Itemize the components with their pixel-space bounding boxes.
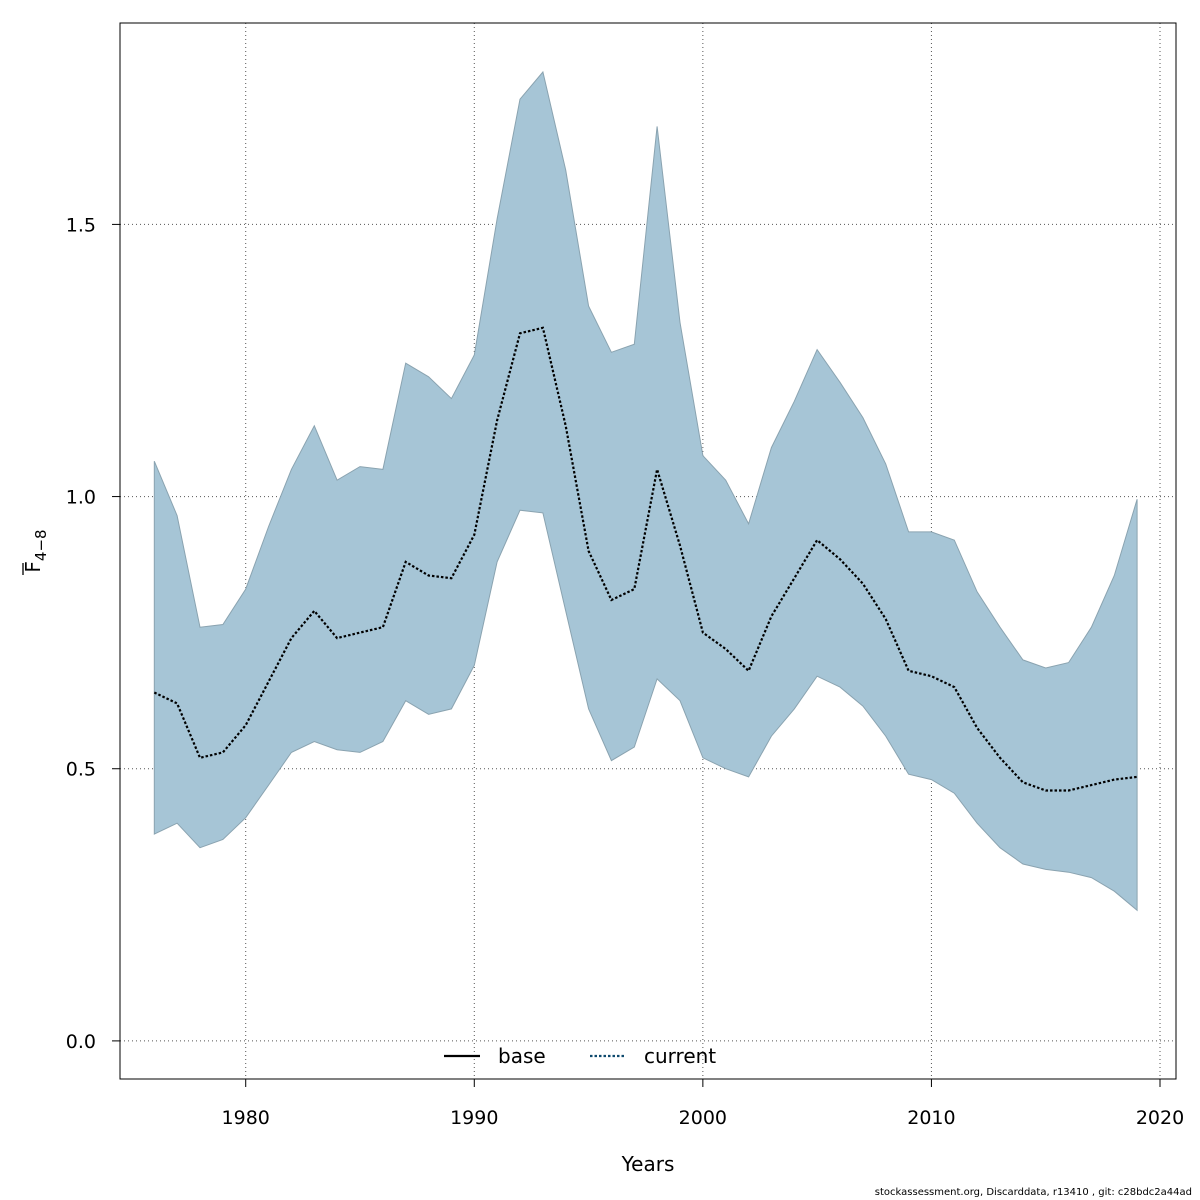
- x-tick-label: 2010: [907, 1107, 955, 1129]
- confidence-band-layer: [153, 70, 1138, 912]
- y-tick-label: 0.0: [66, 1031, 96, 1053]
- y-tick-label: 0.5: [66, 759, 96, 781]
- legend: base current: [444, 1044, 716, 1068]
- x-tick-label: 2000: [679, 1107, 727, 1129]
- x-tick-label: 1990: [450, 1107, 498, 1129]
- confidence-band: [153, 70, 1138, 912]
- series-line-layer: [153, 326, 1138, 792]
- axes: 1980 1990 2000 2010 2020 0.0 0.5 1.0 1.5: [66, 214, 1184, 1129]
- x-tick-label: 2020: [1136, 1107, 1184, 1129]
- x-tick-label: 1980: [222, 1107, 270, 1129]
- y-tick-label: 1.0: [66, 487, 96, 509]
- x-axis-label: Years: [621, 1152, 675, 1176]
- series-current-line: [153, 326, 1138, 792]
- svg-text:F4−8: F4−8: [21, 529, 50, 572]
- y-axis-label-subscript: 4−8: [32, 529, 50, 561]
- footer-credit: stockassessment.org, Discarddata, r13410…: [874, 1187, 1192, 1198]
- legend-label-current: current: [644, 1044, 716, 1068]
- legend-label-base: base: [498, 1044, 546, 1068]
- y-tick-label: 1.5: [66, 214, 96, 236]
- y-axis-label-main: F: [21, 561, 45, 573]
- y-axis-label: F4−8: [21, 529, 50, 575]
